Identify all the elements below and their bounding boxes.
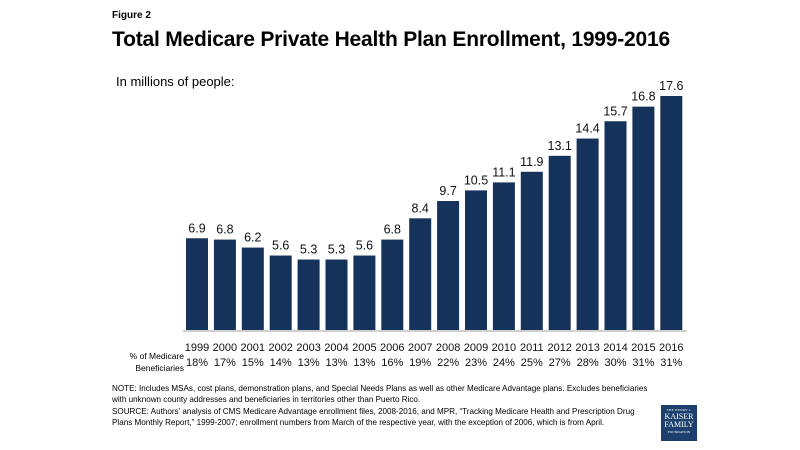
pct-value-2007: 19% — [409, 357, 431, 369]
bar-2004 — [325, 259, 348, 330]
pct-value-2015: 31% — [632, 357, 654, 369]
x-tick-2009: 2009 — [464, 342, 488, 354]
x-tick-2001: 2001 — [241, 342, 265, 354]
pct-value-2001: 15% — [242, 357, 264, 369]
bar-2013 — [576, 138, 599, 330]
bar-2014 — [604, 121, 627, 331]
x-tick-2010: 2010 — [492, 342, 516, 354]
chart-subtitle: In millions of people: — [116, 74, 235, 89]
note-text: NOTE: Includes MSAs, cost plans, demonst… — [112, 384, 648, 405]
bar-2010 — [492, 182, 515, 330]
value-label-2002: 5.6 — [272, 239, 289, 253]
value-label-2012: 13.1 — [548, 139, 572, 153]
pct-value-2016: 31% — [660, 357, 682, 369]
bar-2016 — [660, 96, 683, 330]
value-label-2015: 16.8 — [631, 90, 655, 104]
bar-2001 — [241, 247, 264, 330]
bar-2005 — [353, 255, 376, 330]
x-tick-2000: 2000 — [213, 342, 237, 354]
pct-value-2009: 23% — [465, 357, 487, 369]
pct-value-2012: 27% — [549, 357, 571, 369]
x-tick-2013: 2013 — [575, 342, 599, 354]
x-tick-2003: 2003 — [296, 342, 320, 354]
value-label-2006: 6.8 — [384, 223, 401, 237]
bar-2011 — [520, 171, 543, 330]
bar-2007 — [409, 218, 432, 330]
value-label-2008: 9.7 — [439, 184, 456, 198]
x-tick-2005: 2005 — [352, 342, 376, 354]
value-label-1999: 6.9 — [188, 221, 205, 235]
x-tick-2008: 2008 — [436, 342, 460, 354]
value-label-2000: 6.8 — [216, 223, 233, 237]
pct-value-2010: 24% — [493, 357, 515, 369]
bar-2000 — [213, 239, 236, 330]
x-tick-2016: 2016 — [659, 342, 683, 354]
pct-value-1999: 18% — [186, 357, 208, 369]
value-label-2016: 17.6 — [659, 79, 683, 93]
x-tick-2012: 2012 — [547, 342, 571, 354]
source-text: SOURCE: Authors’ analysis of CMS Medicar… — [112, 406, 635, 428]
value-label-2004: 5.3 — [328, 243, 345, 257]
pct-row-group: 18% 17% 15% 14% 13% 13% 13% 16% 19% 22% 23% 24% 25% 2… — [186, 357, 683, 369]
x-tick-2004: 2004 — [324, 342, 348, 354]
x-tick-2015: 2015 — [631, 342, 655, 354]
kff-logo: THE HENRY J. KAISER FAMILY FOUNDATION — [661, 405, 697, 441]
x-tick-2011: 2011 — [520, 342, 544, 354]
value-label-2003: 5.3 — [300, 243, 317, 257]
pct-value-2006: 16% — [381, 357, 403, 369]
value-label-2007: 8.4 — [412, 201, 429, 215]
pct-value-2004: 13% — [325, 357, 347, 369]
bars-group — [186, 96, 683, 331]
value-label-2014: 15.7 — [603, 104, 627, 118]
x-tick-1999: 1999 — [185, 342, 209, 354]
pct-value-2008: 22% — [437, 357, 459, 369]
pct-value-2013: 28% — [577, 357, 599, 369]
pct-value-2003: 13% — [298, 357, 320, 369]
x-tick-2007: 2007 — [408, 342, 432, 354]
value-label-2011: 11.9 — [520, 155, 543, 169]
bar-2012 — [548, 155, 571, 330]
pct-row-label: % of Medicare Beneficiaries — [129, 351, 184, 373]
pct-value-2000: 17% — [214, 357, 236, 369]
figure-label: Figure 2 — [112, 10, 151, 21]
bar-1999 — [186, 238, 208, 330]
value-label-2010: 11.1 — [492, 165, 515, 179]
x-tick-labels-group: 1999 2000 2001 2002 2003 2004 2005 2006 2007 2008… — [185, 342, 684, 354]
value-labels-group: 6.9 6.8 6.2 5.6 5.3 5.3 5.6 6.8 8.4 9.7 10.5 11.1 11… — [188, 79, 683, 257]
x-tick-2014: 2014 — [603, 342, 627, 354]
pct-value-2011: 25% — [521, 357, 543, 369]
bar-2003 — [297, 259, 320, 330]
value-label-2013: 14.4 — [575, 122, 599, 136]
x-tick-2002: 2002 — [268, 342, 292, 354]
value-label-2001: 6.2 — [244, 231, 261, 245]
bar-2009 — [465, 190, 487, 330]
pct-value-2014: 30% — [604, 357, 626, 369]
bar-2006 — [381, 239, 404, 330]
chart-title: Total Medicare Private Health Plan Enrol… — [112, 28, 670, 51]
bar-2015 — [632, 106, 655, 331]
bar-2002 — [269, 255, 292, 330]
value-label-2005: 5.6 — [356, 239, 373, 253]
value-label-2009: 10.5 — [464, 173, 488, 187]
notes-block: NOTE: Includes MSAs, cost plans, demonst… — [112, 383, 652, 429]
pct-value-2002: 14% — [270, 357, 292, 369]
bar-2008 — [437, 201, 460, 330]
x-tick-2006: 2006 — [380, 342, 404, 354]
pct-value-2005: 13% — [353, 357, 375, 369]
